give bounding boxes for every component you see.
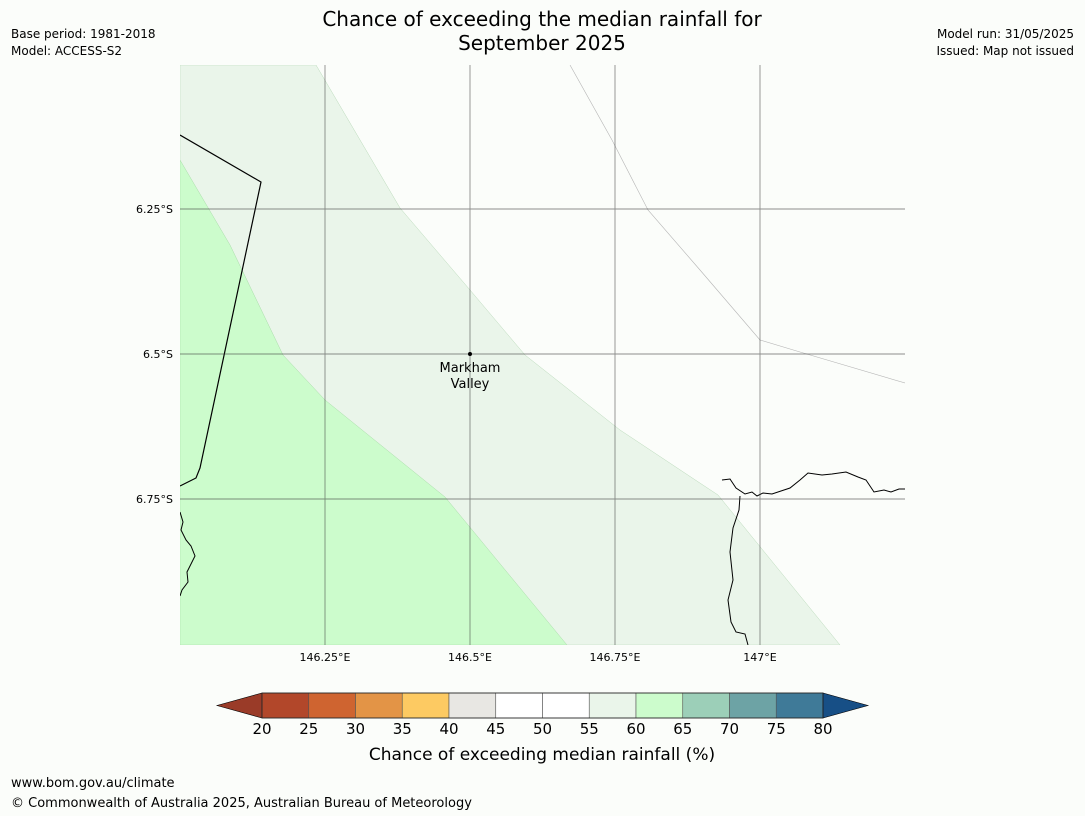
- colorbar-frame: [261, 692, 824, 719]
- colorbar-tick-label: 65: [673, 720, 692, 738]
- colorbar-tick-label: 25: [299, 720, 318, 738]
- colorbar-ticks: 20 25 30 35 40 45 50 55 60 65 70 75 80: [252, 720, 832, 738]
- place-label-line2: Valley: [451, 377, 490, 392]
- header-meta-right: Model run: 31/05/2025 Issued: Map not is…: [936, 26, 1074, 60]
- colorbar-segment: [588, 692, 637, 719]
- contour-line-upper-right: [569, 65, 905, 384]
- footer: www.bom.gov.au/climate © Commonwealth of…: [11, 774, 472, 814]
- colorbar-segment: [495, 692, 543, 719]
- coastline-east-south: [727, 495, 749, 645]
- lon-label: 146.25°E: [300, 651, 351, 664]
- coastline-east: [721, 471, 905, 497]
- header-meta-left: Base period: 1981-2018 Model: ACCESS-S2: [11, 26, 156, 60]
- colorbar-segment: [775, 692, 824, 719]
- colorbar-tick-label: 20: [252, 720, 271, 738]
- colorbar-segments: [215, 692, 870, 719]
- colorbar-segment: [682, 692, 730, 719]
- colorbar-segment: [308, 692, 356, 719]
- map-title-line2: September 2025: [458, 31, 626, 55]
- place-label-line1: Markham: [440, 361, 501, 376]
- map-title-line1: Chance of exceeding the median rainfall …: [322, 7, 762, 31]
- lat-label: 6.75°S: [136, 493, 173, 506]
- zone-60-65: [180, 159, 568, 645]
- map-title: Chance of exceeding the median rainfall …: [242, 7, 842, 55]
- map-area: Markham Valley: [180, 65, 905, 645]
- lon-label: 146.5°E: [448, 651, 492, 664]
- base-period-text: Base period: 1981-2018: [11, 27, 156, 41]
- model-text: Model: ACCESS-S2: [11, 44, 123, 58]
- place-marker: [468, 352, 472, 356]
- colorbar-tick-label: 40: [439, 720, 458, 738]
- issued-text: Issued: Map not issued: [936, 44, 1074, 58]
- lat-label: 6.5°S: [143, 348, 173, 361]
- coastline-west: [180, 511, 196, 597]
- border-line: [180, 134, 262, 487]
- model-run-text: Model run: 31/05/2025: [936, 27, 1074, 41]
- colorbar-segment: [355, 692, 403, 719]
- colorbar-tick-label: 70: [720, 720, 739, 738]
- colorbar-tick-label: 30: [346, 720, 365, 738]
- lat-label: 6.25°S: [136, 203, 173, 216]
- colorbar-segment: [542, 692, 590, 719]
- colorbar-segment: [448, 692, 497, 719]
- lon-label: 147°E: [743, 651, 776, 664]
- colorbar-tick-label: 35: [393, 720, 412, 738]
- grid-lines: [180, 65, 905, 645]
- footer-url-link[interactable]: www.bom.gov.au/climate: [11, 776, 175, 791]
- colorbar-segment: [261, 692, 310, 719]
- colorbar-tick-label: 80: [813, 720, 832, 738]
- colorbar-title: Chance of exceeding median rainfall (%): [368, 745, 716, 765]
- colorbar-tick-label: 60: [626, 720, 645, 738]
- colorbar-tick-label: 75: [767, 720, 786, 738]
- colorbar-tick-label: 55: [580, 720, 599, 738]
- lon-label: 146.75°E: [590, 651, 641, 664]
- colorbar-tick-label: 50: [533, 720, 552, 738]
- colorbar-segment: [635, 692, 684, 719]
- colorbar-tick-label: 45: [486, 720, 505, 738]
- colorbar-segment: [729, 692, 777, 719]
- colorbar-segment: [401, 692, 450, 719]
- footer-copyright: © Commonwealth of Australia 2025, Austra…: [11, 796, 472, 811]
- colorbar-arrow-low: [215, 692, 263, 719]
- colorbar-arrow-high: [822, 692, 870, 719]
